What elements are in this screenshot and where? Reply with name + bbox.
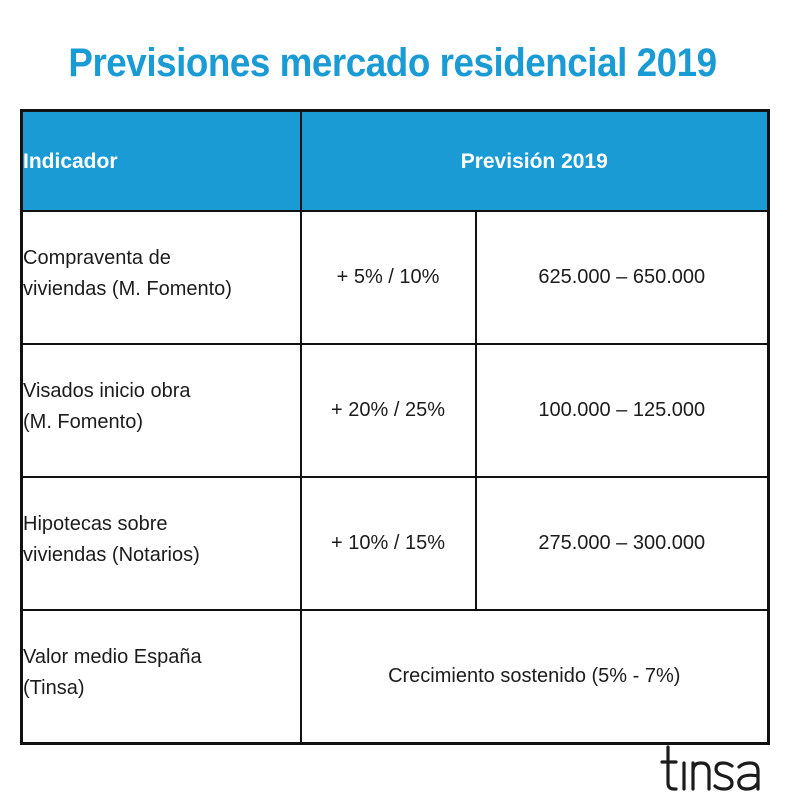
header-indicator: Indicador [20,109,302,212]
indicator-line: viviendas (M. Fomento) [23,277,232,300]
range-cell: 625.000 – 650.000 [474,210,770,345]
tinsa-logo-mark [660,745,760,791]
indicator-line: (Tinsa) [23,676,85,699]
indicator-line: Valor medio España [23,645,202,668]
indicator-line: viviendas (Notarios) [23,543,200,566]
indicator-line: (M. Fomento) [23,410,144,433]
percent-cell: + 10% / 15% [299,476,477,611]
header-forecast: Previsión 2019 [299,109,770,212]
percent-cell: + 5% / 10% [299,210,477,345]
indicator-cell: Compraventa de viviendas (M. Fomento) [20,210,302,345]
range-cell: 100.000 – 125.000 [474,343,770,478]
page-title: Previsiones mercado residencial 2019 [68,40,717,85]
percent-cell: + 20% / 25% [299,343,477,478]
indicator-line: Hipotecas sobre [23,512,168,535]
range-cell: 275.000 – 300.000 [474,476,770,611]
forecast-table: Indicador Previsión 2019 Compraventa de … [20,109,770,745]
merged-forecast-cell: Crecimiento sostenido (5% - 7%) [299,609,770,745]
indicator-cell: Visados inicio obra (M. Fomento) [20,343,302,478]
table-row: Hipotecas sobre viviendas (Notarios) + 1… [20,476,770,611]
table-row: Valor medio España (Tinsa) Crecimiento s… [20,609,770,745]
table-row: Visados inicio obra (M. Fomento) + 20% /… [20,343,770,478]
indicator-cell: Hipotecas sobre viviendas (Notarios) [20,476,302,611]
indicator-cell: Valor medio España (Tinsa) [20,609,302,745]
table-row: Compraventa de viviendas (M. Fomento) + … [20,210,770,345]
indicator-line: Visados inicio obra [23,379,191,402]
table-header-row: Indicador Previsión 2019 [20,109,770,212]
tinsa-logo: tinsa [660,745,760,791]
indicator-line: Compraventa de [23,246,171,269]
